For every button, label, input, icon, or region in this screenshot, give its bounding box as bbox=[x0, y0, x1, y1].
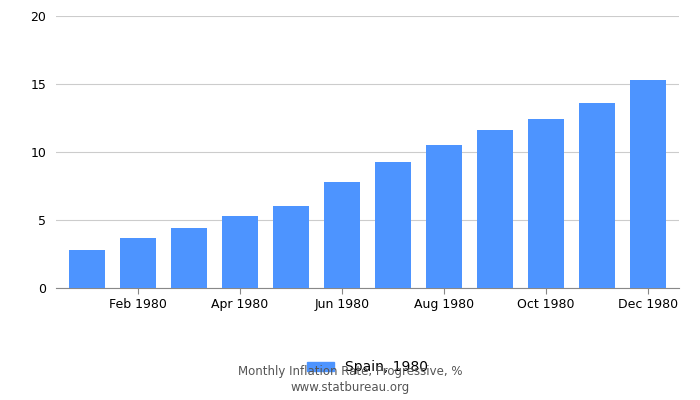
Bar bbox=[375, 162, 411, 288]
Bar bbox=[273, 206, 309, 288]
Text: Monthly Inflation Rate, Progressive, %: Monthly Inflation Rate, Progressive, % bbox=[238, 366, 462, 378]
Bar bbox=[631, 80, 666, 288]
Bar bbox=[580, 103, 615, 288]
Bar bbox=[222, 216, 258, 288]
Bar bbox=[324, 182, 360, 288]
Bar bbox=[69, 250, 104, 288]
Text: www.statbureau.org: www.statbureau.org bbox=[290, 382, 410, 394]
Bar bbox=[528, 119, 564, 288]
Bar bbox=[120, 238, 155, 288]
Bar bbox=[171, 228, 206, 288]
Bar bbox=[477, 130, 513, 288]
Legend: Spain, 1980: Spain, 1980 bbox=[301, 355, 434, 380]
Bar bbox=[426, 145, 462, 288]
